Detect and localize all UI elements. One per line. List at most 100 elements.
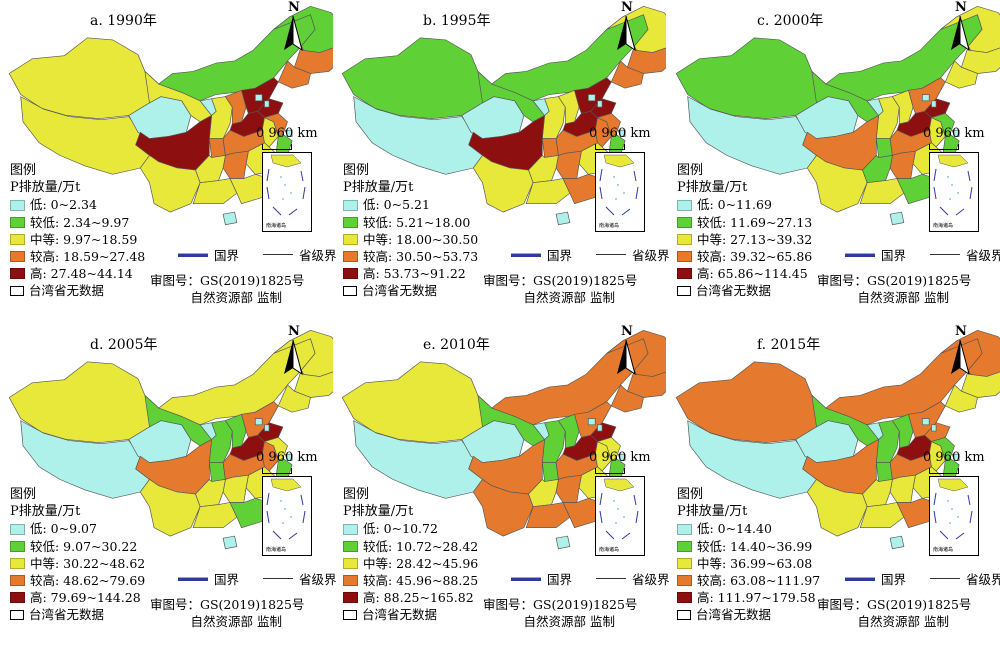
region-hainan <box>222 535 238 550</box>
scale-bar <box>929 144 959 150</box>
supervisor-label: 自然资源部 监制 <box>857 290 949 305</box>
legend-item: 低: 0~11.69 <box>677 196 812 213</box>
legend-label: 低: 0~14.40 <box>697 521 772 537</box>
national-border-swatch <box>178 252 208 257</box>
region-zhejiang <box>608 134 626 156</box>
region-guangxi <box>192 178 238 205</box>
legend-item: 较低: 10.72~28.42 <box>343 538 478 555</box>
legend-item: 高: 88.25~165.82 <box>343 589 478 606</box>
legend-label: 高: 27.48~44.14 <box>30 266 133 282</box>
legend-label: 较低: 14.40~36.99 <box>697 538 813 554</box>
region-hainan <box>222 211 238 226</box>
scale-bar <box>595 468 625 474</box>
legend-item: 较高: 30.50~53.73 <box>343 248 478 265</box>
south-china-sea-inset: 南海诸岛 <box>595 152 645 232</box>
supervisor-label: 自然资源部 监制 <box>190 614 282 629</box>
svg-text:南海诸岛: 南海诸岛 <box>599 222 619 229</box>
north-arrow-icon: N <box>280 0 306 52</box>
map-legend: 图例 P排放量/万t 低: 0~14.40 较低: 14.40~36.99 中等: 36… <box>677 486 820 624</box>
region-tianjin <box>597 100 603 108</box>
map-approval: 审图号：GS(2019)1825号自然资源部 监制 <box>817 272 971 306</box>
provincial-border-swatch <box>263 578 294 579</box>
north-label: N <box>621 0 633 15</box>
legend-item: 低: 0~5.21 <box>343 196 478 213</box>
map-legend: 图例 P排放量/万t 低: 0~2.34 较低: 2.34~9.97 中等: 9.97~… <box>10 162 145 300</box>
region-beijing <box>254 418 263 426</box>
national-border-label: 国界 <box>881 248 907 263</box>
legend-title: 图例 <box>10 163 37 178</box>
region-tianjin <box>931 100 937 108</box>
legend-label: 较高: 39.32~65.86 <box>697 249 813 265</box>
legend-unit: P排放量/万t <box>343 180 414 196</box>
north-label: N <box>288 324 300 339</box>
map-panel-c: c. 2000年 N 0 960 km 南海诸岛 图例 P排放量/万t 低: 0~11.69… <box>667 0 1000 323</box>
provincial-border-label: 省级界 <box>632 572 670 587</box>
map-approval: 审图号：GS(2019)1825号自然资源部 监制 <box>150 596 304 630</box>
map-legend: 图例 P排放量/万t 低: 0~10.72 较低: 10.72~28.42 中等: 28… <box>343 486 478 624</box>
legend-label: 较低: 2.34~9.97 <box>30 214 130 230</box>
legend-item: 中等: 18.00~30.50 <box>343 231 478 248</box>
map-panel-b: b. 1995年 N 0 960 km 南海诸岛 图例 P排放量/万t 低: 0~5.21 较… <box>333 0 670 323</box>
legend-label: 低: 0~10.72 <box>363 521 438 537</box>
national-border-label: 国界 <box>214 248 240 263</box>
legend-item: 较高: 39.32~65.86 <box>677 248 812 265</box>
scale-label: 0 960 km <box>256 450 318 465</box>
national-border-swatch <box>845 252 875 257</box>
china-choropleth-map <box>341 329 666 550</box>
north-arrow-icon: N <box>613 0 639 52</box>
approval-number: 审图号：GS(2019)1825号 <box>817 273 972 288</box>
legend-label: 高: 111.97~179.58 <box>697 590 816 606</box>
legend-label: 中等: 36.99~63.08 <box>697 555 813 571</box>
legend-title: 图例 <box>343 163 370 178</box>
legend-item-taiwan: 台湾省无数据 <box>677 606 820 623</box>
legend-item: 较低: 2.34~9.97 <box>10 214 145 231</box>
border-legend: 国界 省级界 <box>845 569 1000 588</box>
legend-item-taiwan: 台湾省无数据 <box>10 606 145 623</box>
provincial-border-swatch <box>263 254 294 255</box>
north-label: N <box>288 0 300 15</box>
legend-item: 中等: 28.42~45.96 <box>343 555 478 572</box>
north-arrow-icon: N <box>947 0 973 52</box>
region-hunan <box>555 150 582 179</box>
region-hunan <box>889 474 916 503</box>
border-legend: 国界 省级界 <box>511 569 670 588</box>
legend-label: 较低: 10.72~28.42 <box>363 538 479 554</box>
border-legend: 国界 省级界 <box>511 245 670 264</box>
legend-label: 低: 0~9.07 <box>30 521 97 537</box>
legend-item: 低: 0~2.34 <box>10 196 145 213</box>
map-approval: 审图号：GS(2019)1825号 自然资源部 监制 <box>483 596 637 630</box>
north-label: N <box>955 0 967 15</box>
scale-bar <box>262 468 292 474</box>
legend-item: 较高: 18.59~27.48 <box>10 248 145 265</box>
scale-label: 0 960 km <box>923 450 985 465</box>
region-shanghai <box>284 129 293 137</box>
national-border-label: 国界 <box>547 248 573 263</box>
china-choropleth-map <box>341 5 666 226</box>
map-legend: 图例 P排放量/万t 低: 0~11.69 较低: 11.69~27.13 中等: 27… <box>677 162 812 300</box>
approval-number: 审图号：GS(2019)1825号 <box>150 597 305 612</box>
legend-item: 较低: 14.40~36.99 <box>677 538 820 555</box>
border-legend: 国界 省级界 <box>845 245 1000 264</box>
legend-label: 较高: 45.96~88.25 <box>363 573 479 589</box>
region-chongqing <box>875 462 893 482</box>
south-china-sea-inset: 南海诸岛 <box>929 152 979 232</box>
region-hainan <box>555 211 571 226</box>
approval-number: 审图号：GS(2019)1825号 <box>817 597 972 612</box>
map-legend: 图例 P排放量/万t 低: 0~5.21 较低: 5.21~18.00 中等: 18.0… <box>343 162 478 300</box>
legend-label: 中等: 28.42~45.96 <box>363 555 479 571</box>
supervisor-label: 自然资源部 监制 <box>523 290 615 305</box>
region-guangxi <box>192 502 238 529</box>
legend-item: 低: 0~10.72 <box>343 520 478 537</box>
border-legend: 国界 省级界 <box>178 245 337 264</box>
supervisor-label: 自然资源部 监制 <box>857 614 949 629</box>
provincial-border-swatch <box>596 254 627 255</box>
legend-item-taiwan: 台湾省无数据 <box>343 282 478 299</box>
map-approval: 审图号：GS(2019)1825号 自然资源部 监制 <box>150 272 304 306</box>
national-border-swatch <box>178 576 208 581</box>
legend-unit: P排放量/万t <box>10 504 81 520</box>
legend-label: 较高: 18.59~27.48 <box>30 249 146 265</box>
region-zhejiang <box>275 134 293 156</box>
region-beijing <box>921 94 930 102</box>
legend-label: 较高: 30.50~53.73 <box>363 249 479 265</box>
region-chongqing <box>875 138 893 158</box>
